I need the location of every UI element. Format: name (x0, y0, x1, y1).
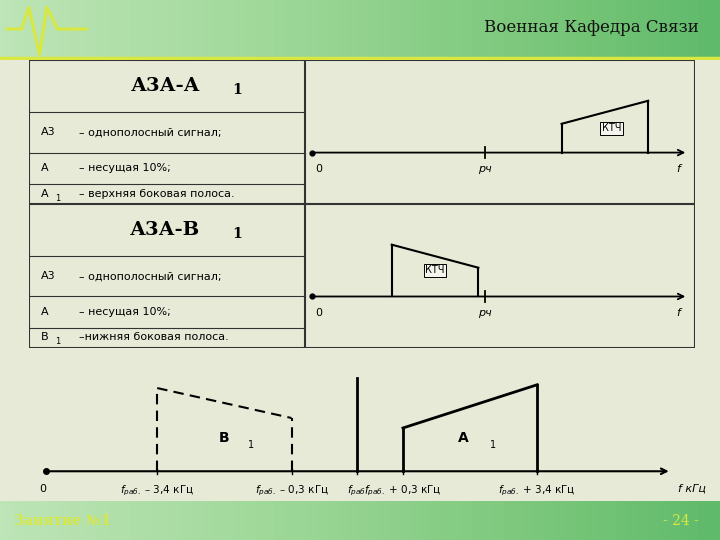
Text: – однополосный сигнал;: – однополосный сигнал; (78, 271, 221, 281)
Text: –нижняя боковая полоса.: –нижняя боковая полоса. (78, 332, 228, 342)
Text: 0: 0 (315, 308, 322, 318)
Text: А: А (41, 307, 48, 318)
Text: $f_{раб.}$ – 3,4 кГц: $f_{раб.}$ – 3,4 кГц (120, 484, 194, 498)
Text: 0: 0 (39, 484, 46, 494)
Text: КТЧ: КТЧ (602, 124, 621, 133)
Text: $f_{раб.}$ – 0,3 кГц: $f_{раб.}$ – 0,3 кГц (255, 484, 328, 498)
Text: Занятие №1: Занятие №1 (14, 514, 112, 528)
Text: – несущая 10%;: – несущая 10%; (78, 307, 171, 318)
Text: $f_{раб.}$ + 0,3 кГц: $f_{раб.}$ + 0,3 кГц (364, 484, 441, 498)
Text: А3А-А: А3А-А (130, 77, 200, 95)
Text: 1: 1 (232, 227, 242, 241)
Text: рч: рч (478, 164, 492, 174)
Text: А3: А3 (41, 271, 55, 281)
Text: А: А (458, 431, 469, 445)
Text: рч: рч (478, 308, 492, 318)
Text: – верхняя боковая полоса.: – верхняя боковая полоса. (78, 190, 235, 199)
Text: 1: 1 (55, 337, 60, 346)
Text: - 24 -: - 24 - (662, 514, 698, 528)
Text: КТЧ: КТЧ (426, 265, 445, 275)
Text: – однополосный сигнал;: – однополосный сигнал; (78, 127, 221, 138)
Text: А3: А3 (41, 127, 55, 138)
Text: $f_{раб.}$ + 3,4 кГц: $f_{раб.}$ + 3,4 кГц (498, 484, 576, 498)
Text: f: f (676, 308, 680, 318)
Text: В: В (219, 431, 230, 445)
Text: f: f (676, 164, 680, 174)
Text: 1: 1 (55, 194, 60, 203)
Text: Военная Кафедра Связи: Военная Кафедра Связи (484, 19, 698, 36)
Text: А3А-В: А3А-В (130, 221, 200, 239)
Text: $f_{раб.}$: $f_{раб.}$ (347, 484, 367, 498)
Text: А: А (41, 164, 48, 173)
Text: 0: 0 (315, 164, 322, 174)
Text: 1: 1 (490, 440, 496, 450)
Text: – несущая 10%;: – несущая 10%; (78, 164, 171, 173)
Text: 1: 1 (248, 440, 253, 450)
Text: А: А (41, 190, 48, 199)
Text: В: В (41, 332, 48, 342)
Text: f кГц: f кГц (678, 484, 706, 494)
Text: 1: 1 (232, 83, 242, 97)
